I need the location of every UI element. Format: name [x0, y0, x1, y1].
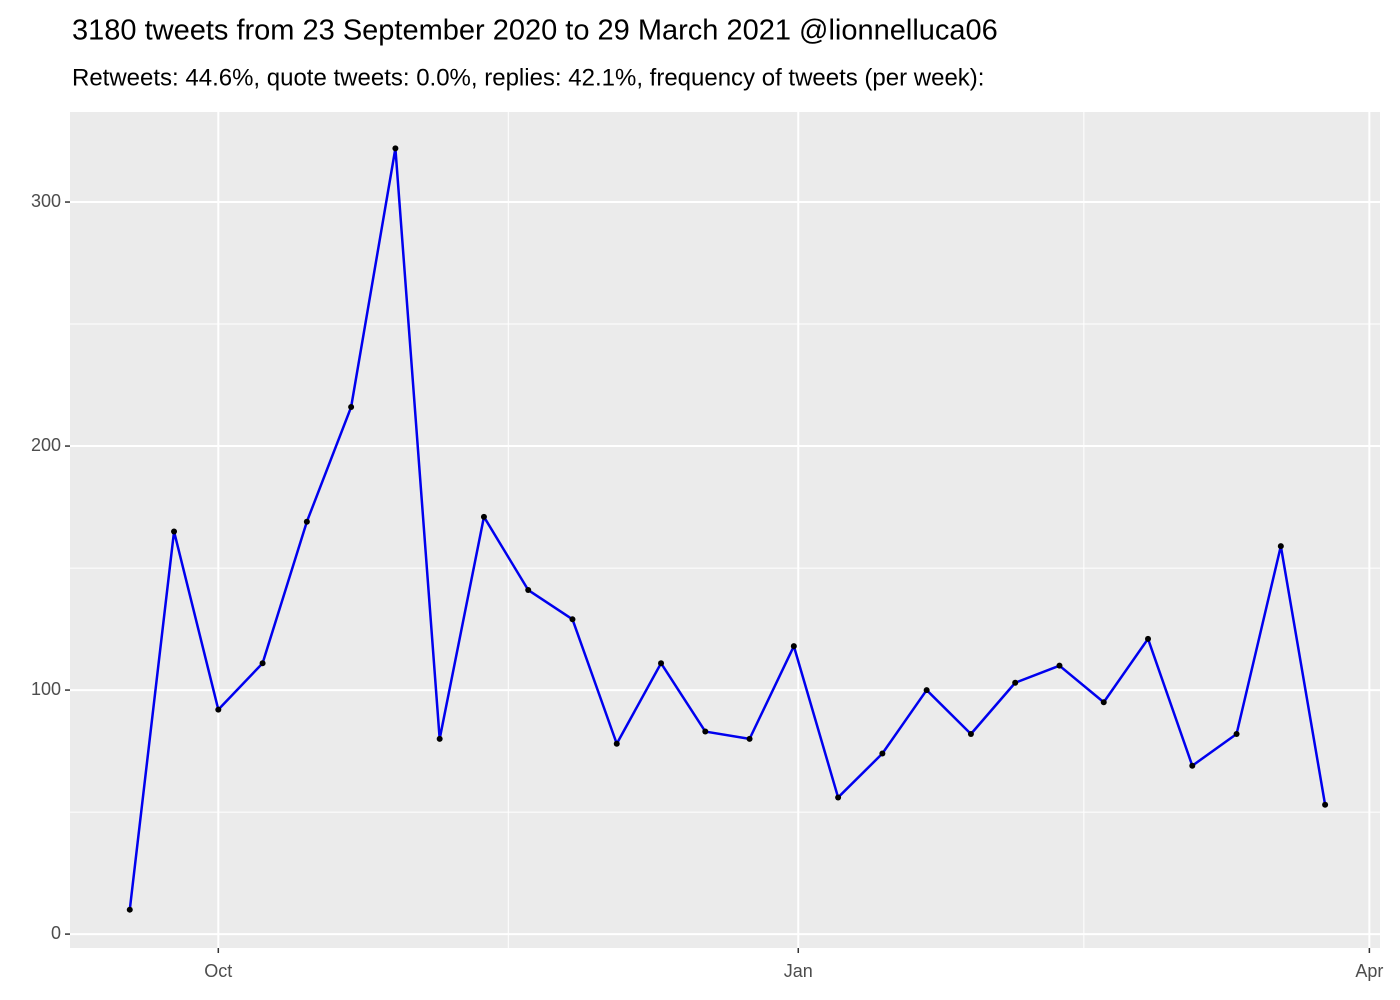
point	[967, 730, 974, 737]
point	[746, 735, 753, 742]
line	[128, 147, 1327, 910]
y-tick-label: 300	[31, 191, 61, 211]
y-tick-label: 0	[51, 923, 61, 943]
point	[525, 587, 532, 594]
point	[1056, 662, 1063, 669]
point	[1145, 635, 1152, 642]
point	[879, 750, 886, 757]
x-tick-label: Oct	[204, 961, 232, 981]
y-tick-label: 200	[31, 435, 61, 455]
chart-subtitle: Retweets: 44.6%, quote tweets: 0.0%, rep…	[72, 64, 984, 91]
point	[790, 643, 797, 650]
panel	[70, 112, 1380, 948]
point	[1233, 730, 1240, 737]
point	[303, 518, 310, 525]
point	[569, 616, 576, 623]
point	[1322, 801, 1329, 808]
y-tick-label: 100	[31, 679, 61, 699]
point	[923, 687, 930, 694]
point	[126, 906, 133, 913]
point	[658, 660, 665, 667]
point	[480, 513, 487, 520]
point	[392, 145, 399, 152]
point	[171, 528, 178, 535]
point	[259, 660, 266, 667]
point	[1100, 699, 1107, 706]
point	[215, 706, 222, 713]
point	[436, 735, 443, 742]
point	[835, 794, 842, 801]
point	[1012, 679, 1019, 686]
x-tick-label: Apr	[1355, 961, 1383, 981]
chart-title: 3180 tweets from 23 September 2020 to 29…	[72, 15, 998, 47]
point	[1277, 543, 1284, 550]
point	[613, 740, 620, 747]
point	[702, 728, 709, 735]
x-tick-label: Jan	[784, 961, 813, 981]
point	[348, 404, 355, 411]
point	[1189, 762, 1196, 769]
